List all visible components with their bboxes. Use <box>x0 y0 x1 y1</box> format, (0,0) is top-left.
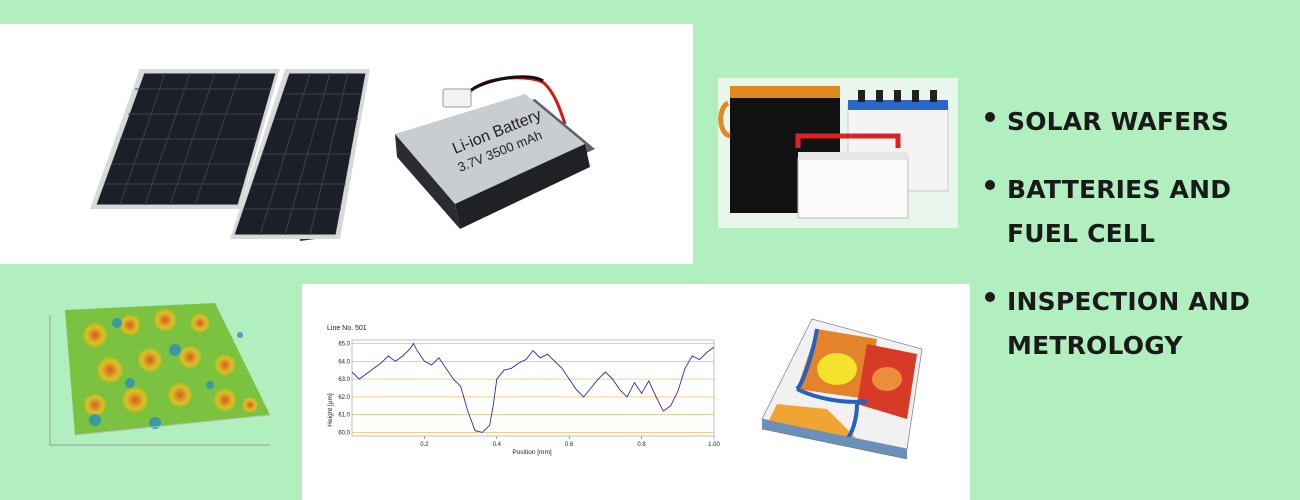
x-tick-label: 0.6 <box>565 442 574 448</box>
application-list: SOLAR WAFERS BATTERIES AND FUEL CELL INS… <box>985 100 1295 392</box>
x-tick-label: 0.8 <box>637 442 646 448</box>
list-item-label: INSPECTION AND METROLOGY <box>1007 287 1251 360</box>
bottom-image-panel: Line No. 501 Height [µm] Position [mm] 6… <box>302 284 970 500</box>
height-profile-chart: Line No. 501 Height [µm] Position [mm] 6… <box>327 325 720 456</box>
bullet-icon <box>985 292 995 302</box>
surface-3d-plot-left <box>49 303 271 446</box>
industrial-batteries-image <box>718 78 958 228</box>
li-ion-battery-image: Li-ion Battery 3.7V 3500 mAh <box>395 75 595 229</box>
list-item-label: SOLAR WAFERS <box>1007 107 1230 136</box>
y-tick-label: 63.0 <box>338 377 350 383</box>
x-tick-label: 0.2 <box>420 442 429 448</box>
y-tick-label: 62.0 <box>338 395 350 401</box>
x-axis-label: Position [mm] <box>512 449 552 456</box>
list-item: BATTERIES AND FUEL CELL <box>985 168 1295 256</box>
chart-grid <box>352 343 714 433</box>
plot-frame <box>351 339 715 437</box>
list-item-label: BATTERIES AND FUEL CELL <box>1007 175 1232 248</box>
profile-series-line <box>351 342 715 433</box>
y-axis-label: Height [µm] <box>327 393 334 427</box>
list-item: SOLAR WAFERS <box>985 100 1295 144</box>
list-item: INSPECTION AND METROLOGY <box>985 280 1295 368</box>
x-tick-label: 0.4 <box>493 442 502 448</box>
x-axis-ticks: 0.2 0.4 0.6 0.8 1.00 <box>420 436 720 448</box>
y-axis-ticks: 65.0 64.0 63.0 62.0 61.0 60.0 <box>338 342 350 437</box>
bullet-icon <box>985 112 995 122</box>
x-tick-label: 1.00 <box>708 442 720 448</box>
y-tick-label: 64.0 <box>338 359 350 365</box>
bullet-icon <box>985 180 995 190</box>
top-image-panel: Li-ion Battery 3.7V 3500 mAh <box>0 24 693 264</box>
chart-title: Line No. 501 <box>327 325 367 332</box>
solar-panel-image <box>90 69 370 241</box>
surface-3d-plot-right <box>761 318 923 460</box>
y-tick-label: 61.0 <box>338 413 350 419</box>
y-tick-label: 65.0 <box>338 342 350 348</box>
y-tick-label: 60.0 <box>338 430 350 436</box>
